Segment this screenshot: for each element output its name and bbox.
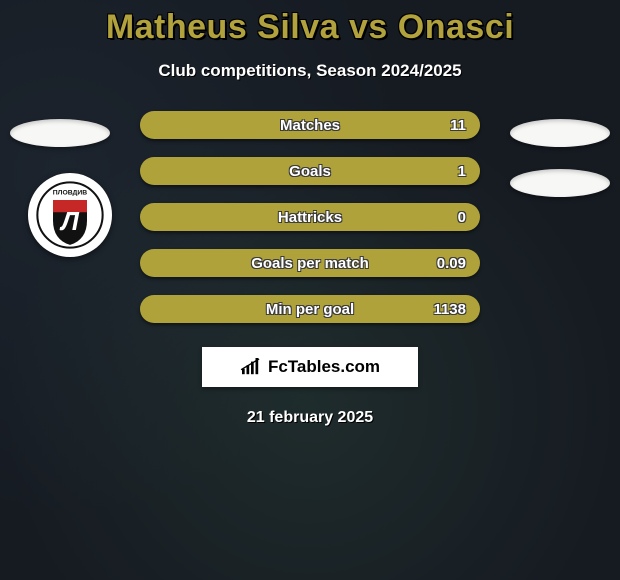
crest-subtext: ПЛОВДИВ	[53, 190, 87, 197]
club-logo: ПЛОВДИВ Л	[28, 173, 112, 257]
stat-bar: Hattricks 0	[140, 203, 480, 231]
bar-value: 11	[450, 117, 466, 134]
subtitle: Club competitions, Season 2024/2025	[158, 61, 461, 81]
player-slot-right-bot	[510, 169, 610, 197]
club-crest-icon: ПЛОВДИВ Л	[36, 181, 104, 249]
bar-value: 1138	[433, 301, 466, 318]
bar-value: 0	[458, 209, 466, 226]
date-text: 21 february 2025	[247, 409, 373, 427]
page-title: Matheus Silva vs Onasci	[106, 8, 514, 47]
bar-value: 0.09	[437, 255, 466, 272]
crest-letter: Л	[59, 208, 80, 236]
bar-label: Hattricks	[278, 209, 342, 226]
player-slot-right-top	[510, 119, 610, 147]
bar-label: Goals	[289, 163, 331, 180]
bar-label: Goals per match	[251, 255, 369, 272]
stat-bar: Goals per match 0.09	[140, 249, 480, 277]
stat-bar: Min per goal 1138	[140, 295, 480, 323]
bar-label: Matches	[280, 117, 340, 134]
player-slot-left	[10, 119, 110, 147]
stat-bar: Goals 1	[140, 157, 480, 185]
bar-label: Min per goal	[266, 301, 354, 318]
brand-box: FcTables.com	[202, 347, 418, 387]
brand-text: FcTables.com	[268, 357, 380, 377]
comparison-card: Matheus Silva vs Onasci Club competition…	[0, 0, 620, 580]
stat-bars: Matches 11 Goals 1 Hattricks 0 Goals per…	[140, 111, 480, 323]
bar-chart-icon	[240, 358, 262, 376]
stats-arena: ПЛОВДИВ Л Matches 11 Goals 1 Hattricks 0	[0, 111, 620, 323]
stat-bar: Matches 11	[140, 111, 480, 139]
bar-value: 1	[458, 163, 466, 180]
